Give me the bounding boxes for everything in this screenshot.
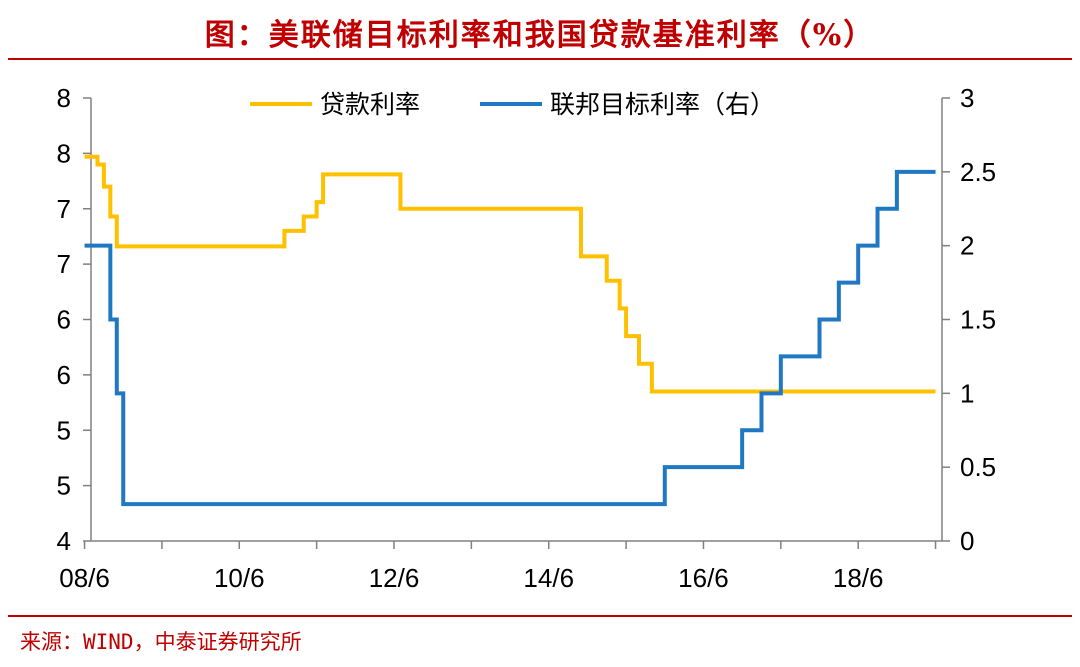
x-tick-label: 18/6: [833, 563, 884, 593]
y-right-tick-label: 0.5: [960, 452, 996, 482]
x-tick-label: 16/6: [678, 563, 729, 593]
y-right-tick-label: 1.5: [960, 305, 996, 335]
source-note: 来源：WIND，中泰证券研究所: [20, 630, 302, 654]
y-left-tick-label: 8: [57, 138, 71, 168]
legend-label: 联邦目标利率（右）: [550, 90, 775, 119]
y-right-tick-label: 0: [960, 526, 974, 556]
chart-svg: 4 5 5 6 6 7 7 8 8 0 0.5 1 1.5 2 2.5 3 08/6 10/6 12/6 14/6 16…: [57, 83, 997, 593]
y-right-tick-label: 1: [960, 378, 974, 408]
y-left-tick-label: 5: [57, 415, 71, 445]
series-line-loan-rate: [84, 154, 936, 394]
x-tick-label: 10/6: [214, 563, 265, 593]
y-left-tick-label: 4: [57, 526, 71, 556]
x-tick-label: 12/6: [369, 563, 420, 593]
y-left-tick-label: 8: [57, 83, 71, 113]
y-left-tick-label: 6: [57, 305, 71, 335]
source-divider: [8, 615, 1072, 617]
x-tick-label: 14/6: [523, 563, 574, 593]
chart-title: 图：美联储目标利率和我国贷款基准利率（%）: [204, 18, 876, 53]
title-divider: [8, 58, 1072, 60]
y-right-tick-label: 2.5: [960, 157, 996, 187]
series-line-fed-rate: [84, 169, 936, 507]
y-right-tick-label: 3: [960, 83, 974, 113]
y-right-tick-label: 2: [960, 231, 974, 261]
legend-label: 贷款利率: [320, 90, 420, 119]
y-left-tick-label: 5: [57, 471, 71, 501]
x-tick-label: 08/6: [59, 563, 110, 593]
y-left-tick-label: 7: [57, 194, 71, 224]
y-left-tick-label: 6: [57, 360, 71, 390]
y-left-tick-label: 7: [57, 249, 71, 279]
